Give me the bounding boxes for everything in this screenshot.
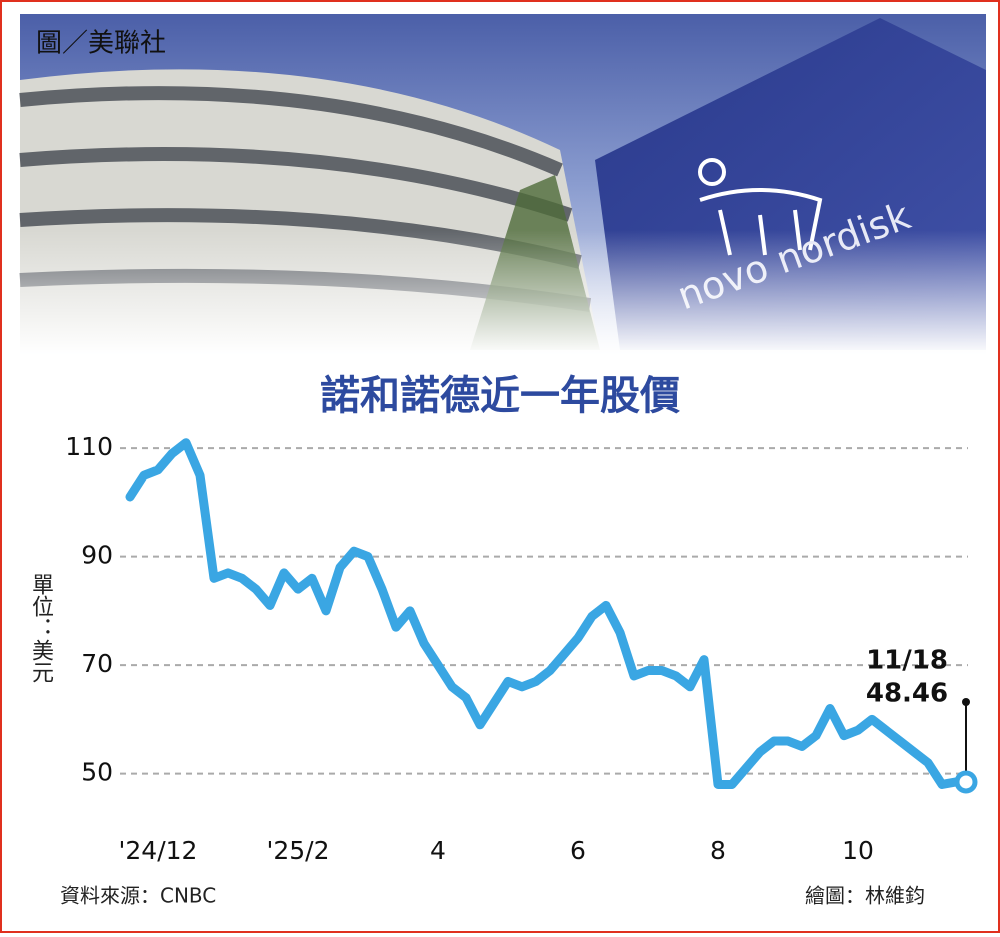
x-tick-label: 10 — [842, 836, 874, 865]
photo: novo nordisk 圖／美聯社 — [19, 14, 986, 355]
y-tick-label: 110 — [65, 432, 113, 461]
x-tick-label: 6 — [570, 836, 586, 865]
last-point — [954, 770, 978, 794]
y-tick-label: 90 — [81, 541, 113, 570]
credit: 繪圖：林維鈞 — [805, 884, 925, 908]
price-line — [125, 438, 961, 789]
source: 資料來源：CNBC — [60, 884, 216, 908]
x-tick-label: 8 — [710, 836, 726, 865]
y-tick-label: 70 — [81, 649, 113, 678]
annotation-dot — [962, 698, 970, 706]
y-axis-label: 單位：美元 — [28, 573, 54, 683]
chart-title: 諾和諾德近一年股價 — [320, 373, 680, 419]
y-tick-label: 50 — [81, 758, 113, 787]
x-tick-label: 4 — [430, 836, 446, 865]
annotation-date: 11/18 — [866, 646, 948, 676]
photo-credit: 圖／美聯社 — [36, 29, 166, 59]
annotation-value: 48.46 — [866, 679, 948, 709]
x-tick-label: '24/12 — [119, 836, 198, 865]
x-tick-label: '25/2 — [266, 836, 329, 865]
